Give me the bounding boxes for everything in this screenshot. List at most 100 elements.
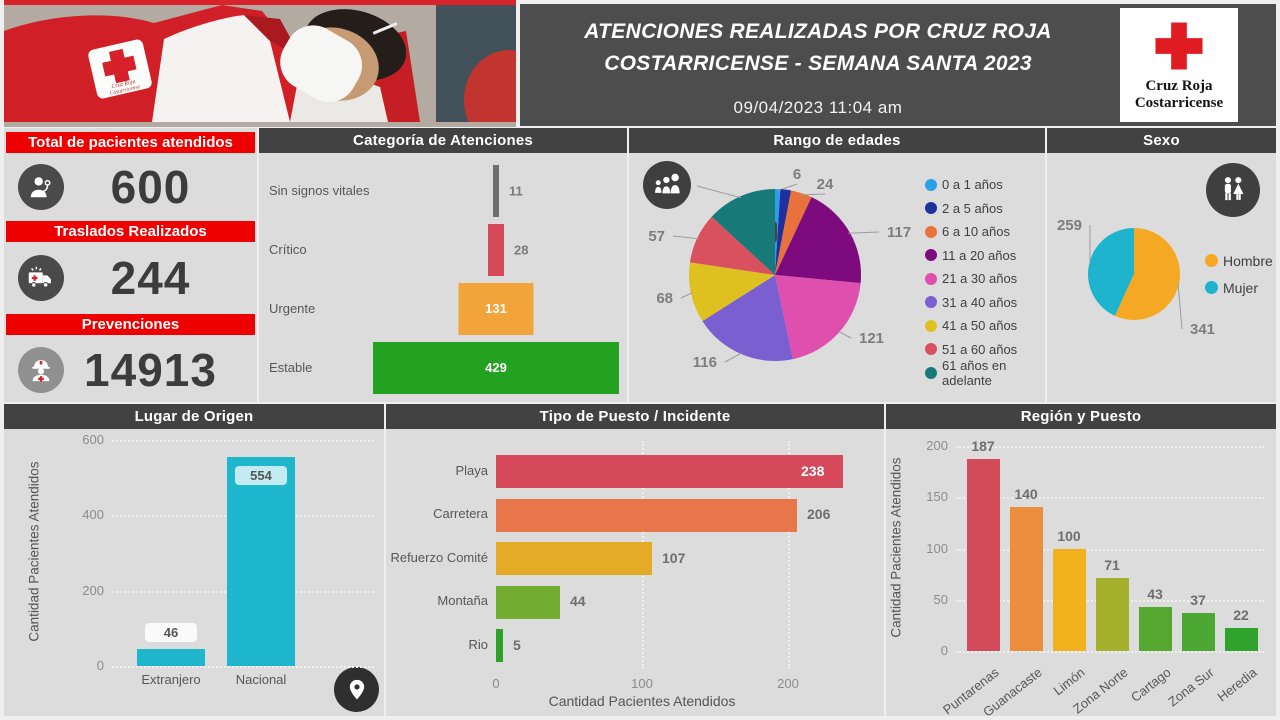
pie-value-label: 68: [656, 290, 673, 307]
bar-rio[interactable]: [496, 629, 503, 662]
legend-item-61-anos-en-adelante[interactable]: 61 años en adelante: [925, 358, 1045, 388]
pie-slice-2-a-5-anos[interactable]: [775, 189, 792, 275]
funnel-bar-critico[interactable]: [488, 223, 504, 276]
origen-chart: 0 200 400 600 Cantidad Pacientes Atendidos Ex…: [4, 429, 384, 716]
legend-item-6-a-10-anos[interactable]: 6 a 10 años: [925, 220, 1045, 244]
legend-dot: [1205, 254, 1218, 267]
panel-lugar-origen: Lugar de Origen 0 200 400 600 Cantidad Pacie…: [4, 404, 384, 716]
bar-zona-sur[interactable]: [1181, 613, 1215, 651]
kpi-value-traslados: 244: [110, 252, 191, 304]
pie-slice-51-a-60-anos[interactable]: [689, 216, 775, 275]
legend-label: 41 a 50 años: [942, 318, 1018, 334]
legend-label: 51 a 60 años: [942, 341, 1018, 357]
legend-dot: [1205, 281, 1218, 294]
category-label: Estable: [269, 360, 313, 375]
pie-slice-21-a-30-anos[interactable]: [775, 275, 861, 360]
pie-value-label: 341: [1190, 321, 1215, 338]
pie-slice-mujer[interactable]: [1088, 228, 1134, 316]
category-label: Refuerzo Comité: [390, 549, 488, 565]
legend-item-51-a-60-anos[interactable]: 51 a 60 años: [925, 338, 1045, 362]
bar-heredia[interactable]: [1224, 628, 1258, 651]
panel-region-puesto: Región y Puesto 0 50 100 150 200 Cantidad Pac…: [886, 404, 1276, 720]
value-label: 187: [971, 438, 995, 454]
legend-item-31-a-40-anos[interactable]: 31 a 40 años: [925, 291, 1045, 315]
legend-dot: [925, 296, 937, 309]
kpi-label-total-pacientes: Total de pacientes atendidos: [6, 132, 255, 153]
legend-item-hombre[interactable]: Hombre: [1205, 247, 1273, 274]
legend-dot: [925, 319, 937, 332]
legend-item-mujer[interactable]: Mujer: [1205, 274, 1273, 301]
pie-value-label: 116: [693, 354, 717, 371]
legend-item-0-a-1-anos[interactable]: 0 a 1 años: [925, 173, 1045, 197]
dashboard-title: ATENCIONES REALIZADAS POR CRUZ ROJA COST…: [520, 4, 1116, 126]
funnel-bar-urgente[interactable]: 131: [458, 282, 534, 335]
pie-label-line: [801, 193, 826, 196]
funnel-row-sin-signos-vitales: Sin signos vitales 11: [259, 161, 627, 220]
y-tick-label: 100: [926, 540, 948, 556]
bar-playa[interactable]: [496, 455, 843, 488]
pie-slice-31-a-40-anos[interactable]: [702, 275, 793, 361]
kpi-label-traslados: Traslados Realizados: [6, 221, 255, 242]
sexo-pie: 341 259: [1057, 217, 1215, 338]
bar-limon[interactable]: [1052, 549, 1086, 651]
value-label: 131: [485, 301, 507, 316]
legend-label: 2 a 5 años: [942, 200, 1003, 216]
pie-slice-61-anos-en-adelante[interactable]: [711, 189, 775, 275]
funnel-bar-sin-signos-vitales[interactable]: [493, 164, 499, 217]
bar-extranjero[interactable]: [137, 649, 205, 666]
bar-cartago[interactable]: [1138, 607, 1172, 651]
pie-slice-11-a-20-anos[interactable]: [775, 197, 861, 284]
legend-item-11-a-20-anos[interactable]: 11 a 20 años: [925, 244, 1045, 268]
pie-slice-hombre[interactable]: [1114, 228, 1180, 320]
pie-label-line: [724, 352, 743, 363]
value-label: 46: [145, 623, 197, 642]
bar-guanacaste[interactable]: [1009, 507, 1043, 651]
funnel-row-estable: Estable 429: [259, 338, 627, 397]
funnel-bar-estable[interactable]: 429: [373, 341, 619, 394]
logo-text-line1: Cruz Roja: [1145, 77, 1213, 94]
worker-icon: [18, 347, 64, 393]
bar-carretera[interactable]: [496, 498, 797, 532]
pie-slice-41-a-50-anos[interactable]: [689, 262, 775, 322]
value-label: 11: [509, 183, 523, 198]
tipo-puesto-chart: 0 100 200 Playa 238 Carretera 206 Refuerzo Comi…: [386, 429, 884, 716]
bar-zona-norte[interactable]: [1095, 578, 1129, 651]
kpi-value-total-pacientes: 600: [110, 161, 191, 213]
category-label: Carretera: [433, 506, 488, 521]
header-band: ATENCIONES REALIZADAS POR CRUZ ROJA COST…: [520, 4, 1276, 126]
pie-label-line: [672, 235, 699, 240]
x-tick-label: 0: [492, 676, 500, 691]
legend-label: 21 a 30 años: [942, 271, 1018, 287]
svg-text:Cruz Roja: Cruz Roja: [111, 79, 136, 90]
gridline: [112, 440, 374, 442]
legend-item-2-a-5-anos[interactable]: 2 a 5 años: [925, 197, 1045, 221]
people-icon: [643, 161, 691, 209]
legend-dot: [925, 366, 937, 379]
pie-label-line: [696, 185, 742, 199]
org-logo: Cruz Roja Costarricense: [1120, 8, 1238, 122]
legend-item-41-a-50-anos[interactable]: 41 a 50 años: [925, 314, 1045, 338]
pie-slice-6-a-10-anos[interactable]: [775, 190, 812, 275]
bar-refuerzo-comite[interactable]: [496, 542, 652, 575]
bar-montana[interactable]: [496, 585, 560, 619]
panel-title: Tipo de Puesto / Incidente: [386, 404, 884, 429]
legend-label: Hombre: [1223, 252, 1273, 269]
kpi-value-prevenciones: 14913: [84, 344, 217, 396]
pie-value-label: 259: [1057, 217, 1082, 234]
pie-slice-0-a-1-anos[interactable]: [775, 189, 781, 275]
dashboard-title-line1: ATENCIONES REALIZADAS POR CRUZ ROJA: [584, 20, 1052, 43]
y-axis-title: Cantidad Pacientes Atendidos: [26, 461, 42, 642]
x-axis-title: Cantidad Pacientes Atendidos: [548, 693, 736, 709]
red-cross-icon: [1155, 22, 1203, 70]
legend-dot: [925, 202, 937, 215]
legend-item-21-a-30-anos[interactable]: 21 a 30 años: [925, 267, 1045, 291]
bar-puntarenas[interactable]: [966, 459, 1000, 651]
bar-nacional[interactable]: [227, 457, 295, 666]
panel-title: Rango de edades: [629, 128, 1045, 153]
y-tick-label: 150: [926, 489, 948, 505]
panel-title: Categoría de Atenciones: [259, 128, 627, 153]
legend-label: Mujer: [1223, 279, 1259, 296]
category-label: Montaña: [437, 593, 488, 608]
doctor-icon: [18, 164, 64, 210]
funnel-row-urgente: Urgente 131: [259, 279, 627, 338]
